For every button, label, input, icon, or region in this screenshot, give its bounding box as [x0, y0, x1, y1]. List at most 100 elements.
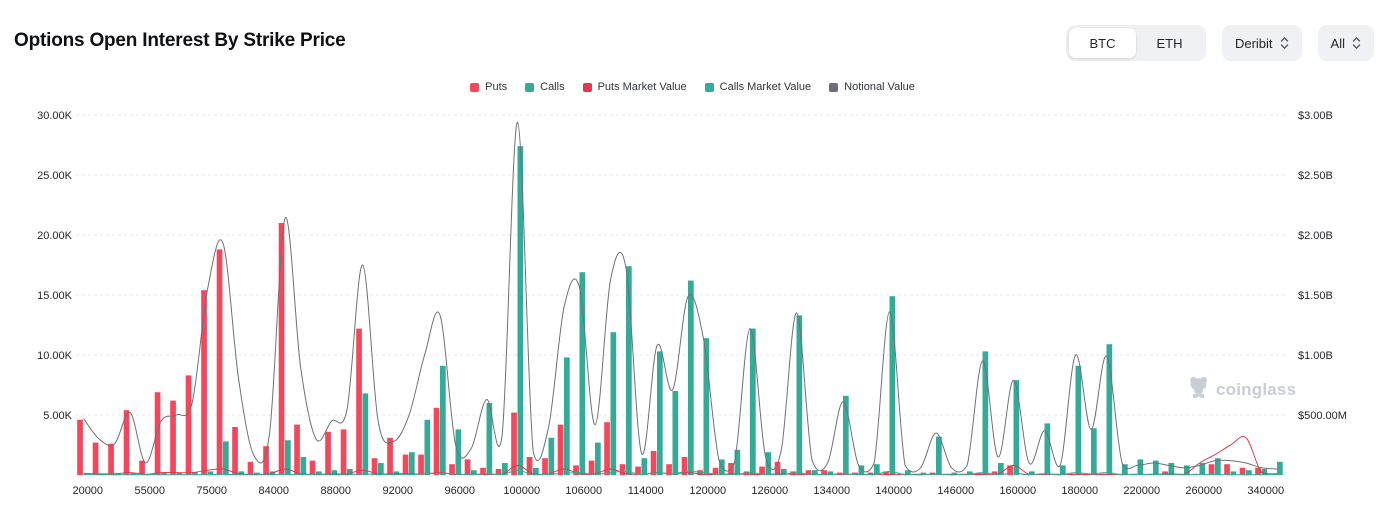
range-select-value: All — [1330, 35, 1345, 51]
calls-bar — [1013, 380, 1020, 475]
puts-bar — [263, 446, 269, 475]
calls-bar — [1246, 470, 1252, 475]
legend-item-calls[interactable]: Calls — [525, 81, 565, 93]
calls-bar — [1230, 471, 1237, 475]
legend-label: Calls Market Value — [719, 81, 812, 93]
puts-bar — [1255, 467, 1261, 475]
calls-bar — [347, 469, 353, 475]
calls-bar — [424, 419, 431, 475]
calls-bar — [331, 470, 338, 475]
puts-bar — [805, 470, 812, 475]
calls-bar — [455, 429, 462, 475]
legend-item-puts[interactable]: Puts — [470, 81, 507, 93]
x-axis-label: 84000 — [258, 485, 289, 497]
puts-bar — [1208, 464, 1215, 475]
x-axis-label: 180000 — [1061, 485, 1098, 497]
puts-bar — [247, 461, 254, 475]
x-axis-label: 260000 — [1185, 485, 1222, 497]
calls-bar — [610, 332, 617, 475]
puts-bar — [759, 466, 765, 475]
puts-bar — [433, 407, 440, 475]
legend-item-notional-value[interactable]: Notional Value — [829, 81, 915, 93]
y-axis-label-left: 5.00K — [43, 410, 72, 422]
calls-bar — [1199, 463, 1206, 475]
calls-bar — [750, 328, 756, 475]
calls-bar — [502, 463, 508, 475]
puts-bar — [185, 375, 192, 475]
calls-bar — [1122, 464, 1128, 475]
x-axis-label: 88000 — [320, 485, 351, 497]
calls-bar — [827, 471, 834, 475]
calls-bar — [874, 464, 880, 475]
chevron-up-down-icon — [1352, 36, 1361, 50]
calls-bar — [657, 351, 663, 475]
calls-bar — [130, 473, 136, 475]
gridlines — [76, 114, 1285, 476]
calls-bar — [967, 471, 973, 475]
calls-bar — [1106, 344, 1113, 475]
calls-bar — [951, 472, 958, 475]
puts-bar — [883, 471, 889, 475]
legend-item-calls-market-value[interactable]: Calls Market Value — [704, 81, 812, 93]
puts-bar — [418, 454, 424, 475]
puts-bar — [511, 412, 517, 475]
x-axis-label: 126000 — [751, 485, 788, 497]
puts-bar — [1224, 464, 1230, 475]
calls-bar — [1137, 459, 1144, 475]
x-axis-label: 120000 — [689, 485, 726, 497]
x-axis-label: 146000 — [937, 485, 974, 497]
exchange-select-value: Deribit — [1234, 35, 1273, 51]
puts-bar — [1239, 467, 1246, 475]
puts-bar — [356, 328, 362, 475]
exchange-select[interactable]: Deribit — [1221, 25, 1302, 61]
y-axis-label-right: $500.00M — [1298, 410, 1347, 422]
puts-bar — [774, 461, 781, 475]
legend-swatch — [829, 82, 839, 92]
puts-bar — [635, 466, 641, 475]
y-axis-label-right: $2.50B — [1298, 170, 1333, 182]
puts-bar — [170, 400, 176, 475]
calls-bar — [703, 338, 710, 475]
puts-bar — [573, 465, 579, 475]
calls-bar — [533, 467, 539, 475]
asset-option-btc[interactable]: BTC — [1068, 28, 1136, 58]
calls-bar — [889, 296, 896, 475]
puts-bar — [557, 424, 564, 475]
calls-bar — [1184, 465, 1190, 475]
puts-bar — [495, 469, 502, 475]
puts-bar — [294, 424, 300, 475]
range-select[interactable]: All — [1317, 25, 1374, 61]
calls-bar — [641, 458, 648, 475]
puts-bar — [449, 464, 455, 475]
legend-label: Calls — [540, 81, 565, 93]
y-axis-label-left: 30.00K — [37, 110, 73, 122]
calls-bar — [285, 440, 291, 475]
page-title: Options Open Interest By Strike Price — [14, 30, 346, 51]
calls-bar — [362, 393, 369, 475]
calls-bar — [1261, 469, 1268, 475]
calls-bar — [626, 266, 632, 475]
y-axis-label-right: $2.00B — [1298, 230, 1333, 242]
puts-bar — [666, 464, 672, 475]
puts-bar — [588, 460, 595, 475]
asset-toggle: BTC ETH — [1065, 25, 1206, 61]
legend-item-puts-market-value[interactable]: Puts Market Value — [582, 81, 687, 93]
legend-swatch — [704, 82, 714, 92]
puts-bar — [108, 443, 114, 475]
calls-bar — [1044, 423, 1051, 475]
puts-bar — [464, 459, 471, 475]
asset-option-eth[interactable]: ETH — [1156, 35, 1183, 51]
x-axis-label: 55000 — [134, 485, 165, 497]
calls-bar — [378, 463, 384, 475]
calls-bar — [812, 470, 818, 475]
x-axis-label: 75000 — [196, 485, 227, 497]
x-axis-label: 20000 — [72, 485, 103, 497]
x-axis-label: 340000 — [1247, 485, 1284, 497]
puts-bar — [619, 464, 626, 475]
puts-bar — [480, 467, 486, 475]
calls-bar — [920, 472, 927, 475]
puts-bar — [542, 458, 548, 475]
calls-bar — [1153, 460, 1159, 475]
calls-bar — [254, 472, 260, 475]
